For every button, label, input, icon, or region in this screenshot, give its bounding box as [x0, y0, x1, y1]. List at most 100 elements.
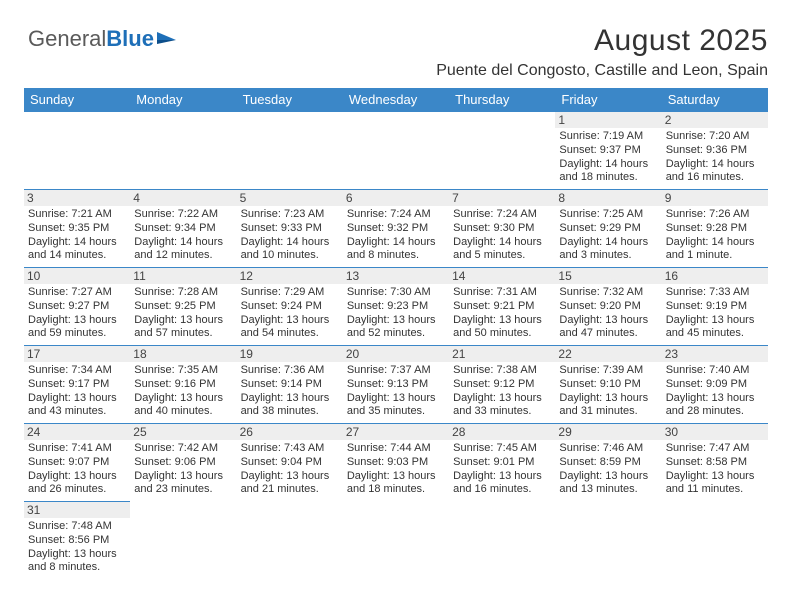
day-info-line: Sunset: 9:10 PM [559, 378, 657, 392]
day-info: Sunrise: 7:30 AMSunset: 9:23 PMDaylight:… [347, 286, 445, 341]
day-info-line: Sunset: 9:25 PM [134, 300, 232, 314]
calendar-cell: 8Sunrise: 7:25 AMSunset: 9:29 PMDaylight… [555, 190, 661, 268]
day-info-line: Sunset: 9:07 PM [28, 456, 126, 470]
logo-flag-icon [156, 30, 178, 46]
logo: GeneralBlue [28, 26, 178, 52]
weekday-header: Thursday [449, 88, 555, 112]
day-info-line: and 5 minutes. [453, 249, 551, 263]
day-info-line: Sunrise: 7:24 AM [347, 208, 445, 222]
day-info-line: and 28 minutes. [666, 405, 764, 419]
day-number: 28 [449, 424, 555, 440]
day-number: 10 [24, 268, 130, 284]
day-info-line: and 59 minutes. [28, 327, 126, 341]
calendar-cell [449, 112, 555, 190]
day-info-line: and 21 minutes. [241, 483, 339, 497]
day-number: 2 [662, 112, 768, 128]
calendar-cell: 22Sunrise: 7:39 AMSunset: 9:10 PMDayligh… [555, 346, 661, 424]
day-info-line: Sunrise: 7:19 AM [559, 130, 657, 144]
calendar-cell: 3Sunrise: 7:21 AMSunset: 9:35 PMDaylight… [24, 190, 130, 268]
day-info-line: Daylight: 14 hours [559, 236, 657, 250]
day-info-line: Sunrise: 7:48 AM [28, 520, 126, 534]
day-info: Sunrise: 7:37 AMSunset: 9:13 PMDaylight:… [347, 364, 445, 419]
day-number: 30 [662, 424, 768, 440]
day-info-line: Daylight: 13 hours [453, 392, 551, 406]
day-info-line: and 3 minutes. [559, 249, 657, 263]
day-info-line: Sunset: 9:32 PM [347, 222, 445, 236]
day-info-line: Daylight: 13 hours [666, 470, 764, 484]
calendar-table: Sunday Monday Tuesday Wednesday Thursday… [24, 88, 768, 579]
day-info-line: Sunset: 9:16 PM [134, 378, 232, 392]
day-info-line: and 52 minutes. [347, 327, 445, 341]
day-info-line: Daylight: 13 hours [453, 470, 551, 484]
calendar-cell: 6Sunrise: 7:24 AMSunset: 9:32 PMDaylight… [343, 190, 449, 268]
day-info-line: and 47 minutes. [559, 327, 657, 341]
day-number: 5 [237, 190, 343, 206]
day-info-line: and 31 minutes. [559, 405, 657, 419]
weekday-header: Saturday [662, 88, 768, 112]
day-info-line: and 16 minutes. [453, 483, 551, 497]
day-info-line: Sunrise: 7:43 AM [241, 442, 339, 456]
day-info-line: Sunset: 9:17 PM [28, 378, 126, 392]
calendar-cell: 18Sunrise: 7:35 AMSunset: 9:16 PMDayligh… [130, 346, 236, 424]
day-number: 3 [24, 190, 130, 206]
calendar-cell [449, 502, 555, 580]
day-info: Sunrise: 7:20 AMSunset: 9:36 PMDaylight:… [666, 130, 764, 185]
day-info-line: Daylight: 13 hours [134, 392, 232, 406]
day-info-line: Sunset: 9:24 PM [241, 300, 339, 314]
day-info-line: and 13 minutes. [559, 483, 657, 497]
day-info-line: and 57 minutes. [134, 327, 232, 341]
day-number: 21 [449, 346, 555, 362]
calendar-cell: 5 Sunrise: 7:23 AMSunset: 9:33 PMDaylight… [237, 190, 343, 268]
day-info-line: Sunrise: 7:42 AM [134, 442, 232, 456]
calendar-cell: 28 Sunrise: 7:45 AMSunset: 9:01 PMDayligh… [449, 424, 555, 502]
day-info: Sunrise: 7:41 AMSunset: 9:07 PMDaylight:… [28, 442, 126, 497]
day-number: 23 [662, 346, 768, 362]
day-info-line: Daylight: 14 hours [347, 236, 445, 250]
day-info-line: Sunset: 9:21 PM [453, 300, 551, 314]
day-info: Sunrise: 7:38 AMSunset: 9:12 PMDaylight:… [453, 364, 551, 419]
day-info-line: Sunrise: 7:44 AM [347, 442, 445, 456]
day-info-line: and 50 minutes. [453, 327, 551, 341]
day-info-line: Daylight: 13 hours [241, 314, 339, 328]
day-info-line: Sunset: 9:33 PM [241, 222, 339, 236]
location-subtitle: Puente del Congosto, Castille and Leon, … [24, 62, 768, 80]
day-info-line: and 18 minutes. [559, 171, 657, 185]
day-info-line: Sunrise: 7:27 AM [28, 286, 126, 300]
day-info-line: Sunset: 9:09 PM [666, 378, 764, 392]
day-info-line: Sunset: 9:20 PM [559, 300, 657, 314]
calendar-cell [130, 502, 236, 580]
day-info-line: Daylight: 13 hours [666, 314, 764, 328]
day-info-line: Sunset: 9:27 PM [28, 300, 126, 314]
day-info-line: Daylight: 14 hours [241, 236, 339, 250]
calendar-cell [555, 502, 661, 580]
day-info-line: Sunrise: 7:28 AM [134, 286, 232, 300]
day-info: Sunrise: 7:23 AMSunset: 9:33 PMDaylight:… [241, 208, 339, 263]
day-info: Sunrise: 7:19 AMSunset: 9:37 PMDaylight:… [559, 130, 657, 185]
day-info-line: Daylight: 13 hours [28, 392, 126, 406]
calendar-cell: 25Sunrise: 7:42 AMSunset: 9:06 PMDayligh… [130, 424, 236, 502]
day-info-line: Sunrise: 7:23 AM [241, 208, 339, 222]
day-info: Sunrise: 7:34 AMSunset: 9:17 PMDaylight:… [28, 364, 126, 419]
day-info: Sunrise: 7:26 AMSunset: 9:28 PMDaylight:… [666, 208, 764, 263]
day-info-line: Sunset: 9:36 PM [666, 144, 764, 158]
day-info-line: Sunset: 9:19 PM [666, 300, 764, 314]
day-info-line: and 8 minutes. [28, 561, 126, 575]
day-info: Sunrise: 7:46 AMSunset: 8:59 PMDaylight:… [559, 442, 657, 497]
day-number: 15 [555, 268, 661, 284]
day-info-line: Daylight: 13 hours [28, 314, 126, 328]
calendar-cell [662, 502, 768, 580]
day-number: 12 [237, 268, 343, 284]
day-info-line: Daylight: 14 hours [666, 236, 764, 250]
day-info-line: and 35 minutes. [347, 405, 445, 419]
day-info-line: Sunset: 9:30 PM [453, 222, 551, 236]
day-info-line: Sunset: 8:56 PM [28, 534, 126, 548]
day-info-line: Sunset: 9:37 PM [559, 144, 657, 158]
calendar-row: 24Sunrise: 7:41 AMSunset: 9:07 PMDayligh… [24, 424, 768, 502]
calendar-cell: 1Sunrise: 7:19 AMSunset: 9:37 PMDaylight… [555, 112, 661, 190]
day-info-line: Daylight: 14 hours [134, 236, 232, 250]
day-info-line: Sunrise: 7:25 AM [559, 208, 657, 222]
day-info-line: and 40 minutes. [134, 405, 232, 419]
calendar-row: 10Sunrise: 7:27 AMSunset: 9:27 PMDayligh… [24, 268, 768, 346]
day-info-line: Sunset: 9:03 PM [347, 456, 445, 470]
day-info: Sunrise: 7:45 AMSunset: 9:01 PMDaylight:… [453, 442, 551, 497]
